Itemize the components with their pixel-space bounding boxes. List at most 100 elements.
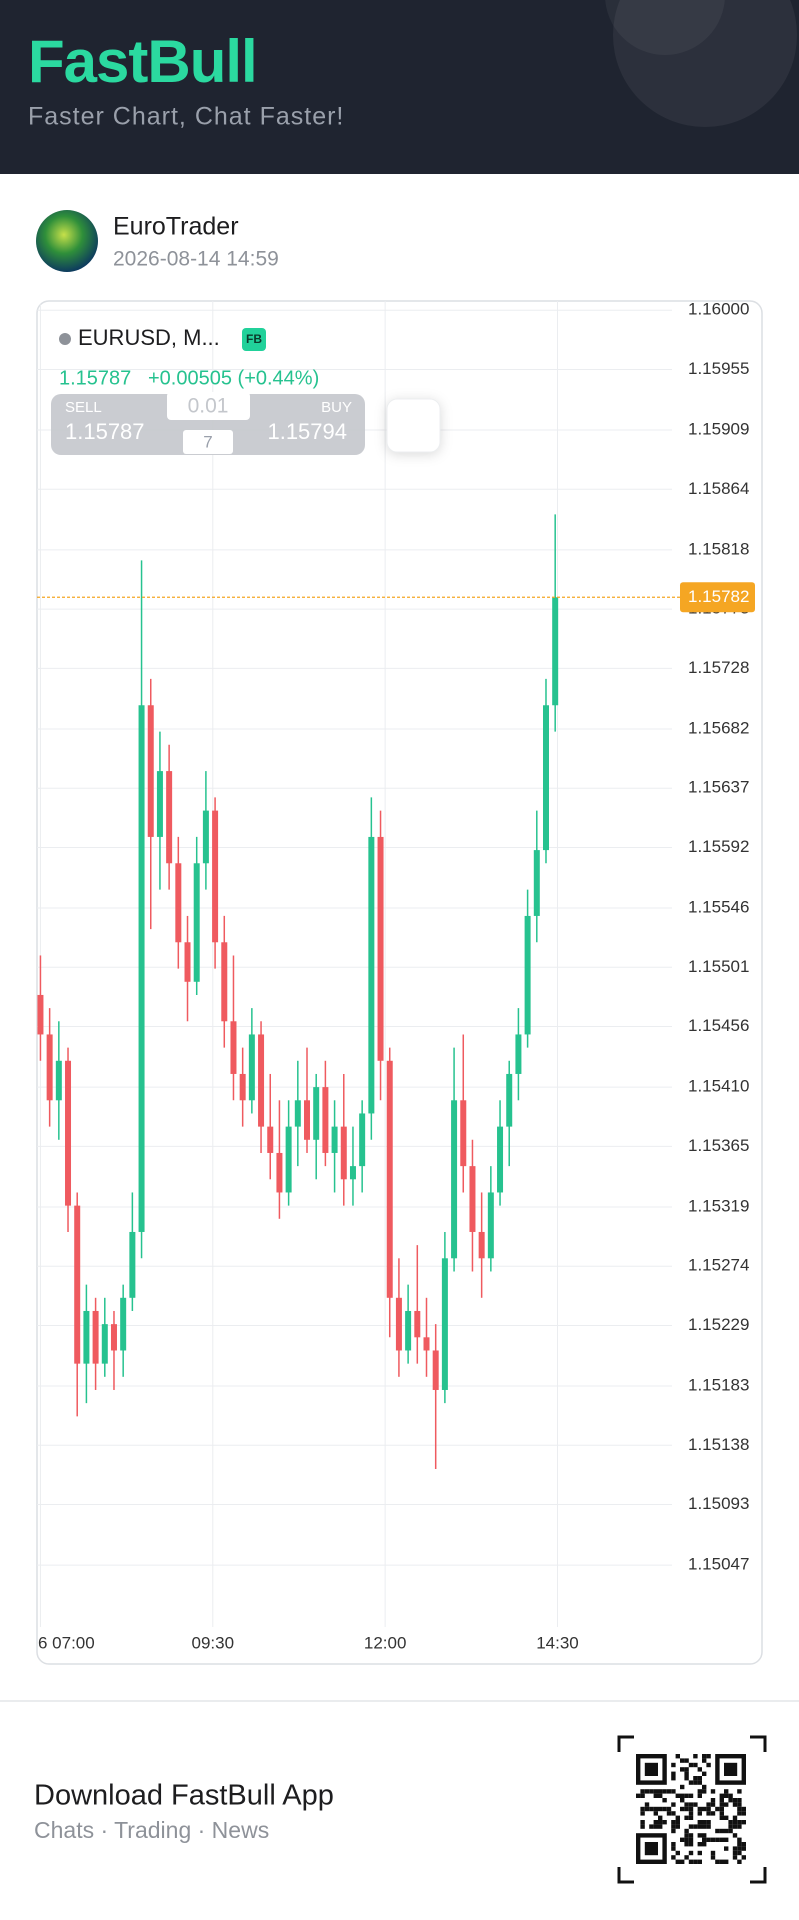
qr-cell [697, 1824, 702, 1829]
qr-cell [649, 1824, 654, 1829]
qr-cell [684, 1855, 689, 1860]
y-tick-label: 1.15410 [688, 1077, 749, 1096]
qr-cell [741, 1820, 746, 1825]
qr-cell [737, 1824, 742, 1829]
qr-cell [719, 1828, 724, 1834]
qr-cell [688, 1815, 694, 1820]
buy-label[interactable]: BUY [321, 399, 352, 416]
qr-cell [671, 1811, 676, 1816]
timestamp: 2026-08-14 14:59 [113, 248, 279, 271]
qr-cell [728, 1798, 733, 1803]
qr-cell [697, 1780, 702, 1785]
qr-cell [715, 1859, 720, 1864]
qr-cell [697, 1811, 702, 1816]
qr-cell [702, 1842, 707, 1847]
qr-cell [671, 1855, 676, 1860]
candle-body [294, 1100, 301, 1127]
qr-cell [693, 1762, 698, 1768]
spread-box [183, 430, 233, 454]
y-tick-label: 1.15592 [688, 837, 749, 856]
candle-body [166, 771, 173, 864]
qr-cell [702, 1789, 707, 1794]
qr-cell [658, 1789, 663, 1794]
candle-body [202, 810, 209, 864]
chart-frame [36, 300, 763, 1665]
qr-cell [675, 1793, 680, 1798]
qr-cell [662, 1806, 667, 1812]
qr-cell [684, 1758, 689, 1763]
author: EuroTrader [113, 213, 239, 241]
qr-cell [702, 1820, 707, 1825]
qr-cell [706, 1824, 711, 1829]
qr-cell [702, 1837, 707, 1842]
candle-body [92, 1310, 99, 1364]
candle-body [110, 1324, 117, 1351]
qr-cell [715, 1806, 720, 1812]
qr-cell [684, 1793, 689, 1798]
qr-cell [719, 1815, 724, 1820]
lot-box[interactable] [167, 392, 250, 420]
qr-cell [732, 1846, 738, 1851]
qr-cell [658, 1820, 663, 1825]
qr-cell [697, 1842, 702, 1847]
qr-cell [706, 1762, 711, 1768]
y-tick-label: 1.15682 [688, 718, 749, 737]
qr-cell [710, 1855, 716, 1860]
qr-cell [719, 1793, 724, 1798]
qr-cell [706, 1820, 711, 1825]
qr-cell [737, 1850, 742, 1856]
buy-price[interactable]: 1.15794 [267, 419, 347, 444]
qr-cell [702, 1758, 707, 1763]
candle-body [441, 1258, 448, 1390]
qr-cell [684, 1776, 689, 1781]
qr-cell [675, 1820, 680, 1825]
qr-cell [741, 1842, 746, 1847]
qr-cell [640, 1820, 645, 1825]
candle-body [359, 1113, 366, 1167]
qr-cell [737, 1820, 742, 1825]
qr-cell [732, 1798, 738, 1803]
qr-cell [724, 1837, 729, 1842]
qr-cell [684, 1837, 689, 1842]
quote-price: 1.15787 [59, 367, 131, 389]
qr-cell [697, 1859, 702, 1864]
candle-body [230, 1021, 237, 1074]
qr-cell [671, 1776, 676, 1781]
qr-cell [710, 1798, 716, 1803]
qr-cell [728, 1828, 733, 1834]
candle-body [340, 1126, 347, 1180]
qr-cell [688, 1780, 694, 1785]
qr-cell [737, 1846, 742, 1851]
logo: FastBull [28, 28, 257, 95]
qr-cell [671, 1762, 676, 1768]
qr-cell [710, 1850, 716, 1856]
qr-cell [728, 1824, 733, 1829]
qr-cell [640, 1811, 645, 1816]
qr-cell [702, 1784, 707, 1790]
x-tick-label: 6 07:00 [38, 1633, 95, 1652]
qr-cell [671, 1820, 676, 1825]
qr-cell [688, 1793, 694, 1798]
qr-cell [644, 1789, 650, 1794]
lot[interactable]: 0.01 [188, 395, 229, 418]
qr-cell [732, 1833, 738, 1838]
candle-body [478, 1231, 485, 1259]
qr-cell [658, 1824, 663, 1829]
qr-cell [697, 1793, 702, 1798]
sell-price[interactable]: 1.15787 [65, 419, 145, 444]
qr-cell [702, 1824, 707, 1829]
qr-cell [649, 1806, 654, 1812]
sell-label[interactable]: SELL [65, 399, 102, 416]
qr-cell [653, 1806, 658, 1812]
y-tick-label: 1.15864 [688, 479, 749, 498]
action-button[interactable] [386, 398, 441, 453]
candle-body [524, 915, 531, 1035]
candle-body [395, 1297, 402, 1351]
qr-finder [724, 1762, 738, 1776]
qr-cell [666, 1806, 672, 1812]
qr-cell [715, 1837, 720, 1842]
y-tick-label: 1.15093 [688, 1494, 749, 1513]
spread: 7 [203, 432, 212, 451]
qr-cell [671, 1842, 676, 1847]
